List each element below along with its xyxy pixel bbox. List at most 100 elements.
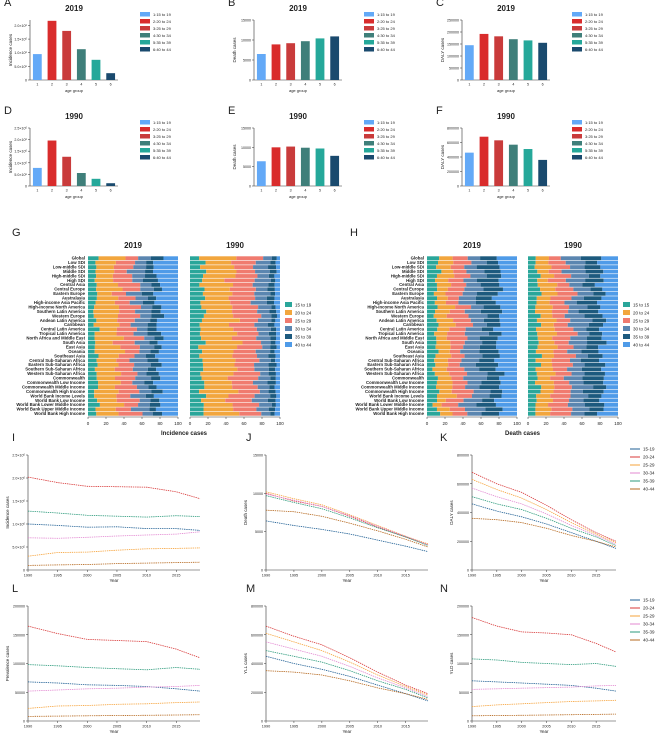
stack-segment-G [204, 380, 232, 385]
panel-label-H: H [350, 227, 358, 239]
y-tick-label-L: 150000 [13, 633, 25, 637]
stack-segment-G [94, 349, 126, 354]
stack-segment-H [567, 367, 582, 372]
stack-segment-G [205, 296, 229, 301]
y-axis-label-C: DALY cases [440, 37, 445, 62]
stack-segment-G [148, 385, 157, 390]
stack-segment-G [94, 278, 114, 283]
stack-segment-G [263, 256, 272, 261]
x-tick-label-B: 2 [275, 83, 277, 87]
x-tick-label-H: 40 [460, 421, 466, 426]
stack-segment-H [536, 296, 551, 301]
stack-segment-G [238, 389, 260, 394]
stack-segment-G [117, 314, 141, 318]
stack-segment-H [483, 287, 503, 292]
series-line-I-40-44 [27, 561, 201, 566]
stack-segment-H [536, 394, 551, 398]
stack-segment-H [600, 274, 618, 278]
stack-segment-H [502, 407, 517, 412]
stack-segment-H [603, 376, 618, 381]
y-axis-label-N: YLD cases [449, 652, 454, 675]
legend-swatch-F [572, 141, 582, 146]
stack-segment-H [480, 282, 500, 287]
x-tick-label-N: 1990 [468, 725, 476, 729]
series-line-J-35-39 [265, 495, 429, 546]
stack-segment-H [604, 402, 618, 407]
stack-segment-G [140, 314, 152, 318]
stack-segment-G [190, 331, 200, 336]
stack-segment-G [153, 291, 178, 296]
bar-D-4 [76, 173, 86, 186]
stack-segment-G [275, 278, 280, 283]
legend-swatch-G [285, 326, 292, 331]
bar-E-4 [300, 147, 310, 186]
stack-segment-G [276, 345, 280, 350]
stack-segment-H [464, 287, 484, 292]
legend-label-N: 40-44 [643, 638, 655, 643]
stack-segment-H [551, 407, 573, 412]
legend-swatch-C [572, 19, 582, 24]
stack-segment-H [590, 287, 603, 292]
stack-segment-H [497, 336, 517, 341]
stack-segment-H [601, 256, 618, 261]
legend-label-C: 4:30 to 34 [585, 33, 604, 38]
stack-segment-G [96, 376, 115, 381]
stack-segment-H [535, 309, 553, 314]
stack-segment-H [587, 354, 603, 358]
panel-label-K: K [440, 432, 448, 444]
y-tick-label-J: 10000 [253, 492, 263, 496]
stack-segment-G [163, 336, 178, 341]
panel-label-C: C [436, 0, 444, 9]
bar-B-5 [315, 38, 325, 80]
stack-segment-H [495, 367, 517, 372]
stack-segment-H [436, 318, 454, 323]
stack-segment-H [575, 354, 588, 358]
stack-segment-G [229, 287, 256, 292]
stack-segment-G [88, 287, 97, 292]
stack-segment-G [94, 305, 119, 310]
legend-label-B: 4:30 to 34 [377, 33, 396, 38]
stack-segment-H [499, 282, 517, 287]
stack-segment-G [88, 318, 97, 323]
stack-segment-H [481, 380, 501, 385]
stack-segment-G [275, 407, 280, 412]
legend-label-H: 35 to 39 [633, 335, 650, 340]
bar-A-6 [106, 73, 116, 80]
stack-segment-G [254, 362, 269, 367]
x-tick-label-G: 20 [205, 421, 211, 426]
stack-segment-G [258, 376, 271, 381]
stack-segment-H [540, 274, 555, 278]
stack-segment-H [451, 376, 464, 381]
region-label-H: Southern Sub-Saharan Africa [364, 367, 424, 372]
bar-A-2 [47, 20, 57, 80]
region-label-H: East Asia [405, 344, 425, 349]
stack-segment-H [535, 367, 553, 372]
x-tick-label-L: 2005 [113, 725, 121, 729]
subplot-title-G: 1990 [226, 241, 244, 250]
y-tick-label-B: 10000 [241, 39, 251, 43]
bar-B-2 [271, 44, 281, 80]
stack-segment-H [496, 256, 517, 261]
stack-segment-G [200, 327, 234, 332]
series-line-J-40-44 [265, 509, 429, 548]
stack-segment-G [276, 394, 280, 398]
x-tick-label-M: 2015 [401, 725, 409, 729]
stack-segment-G [259, 358, 271, 363]
stack-segment-H [463, 278, 477, 283]
stack-segment-H [466, 282, 481, 287]
bar-E-5 [315, 148, 325, 186]
stack-segment-H [598, 349, 618, 354]
x-tick-label-K: 2000 [517, 574, 525, 578]
x-tick-label-B: 5 [319, 83, 321, 87]
stack-segment-G [88, 354, 99, 358]
stack-segment-G [118, 362, 135, 367]
region-label-G: Caribbean [64, 322, 85, 327]
stack-segment-G [276, 327, 280, 332]
stack-segment-H [481, 411, 500, 416]
stack-segment-G [274, 300, 280, 305]
x-tick-label-N: 2000 [517, 725, 525, 729]
series-line-N-35-39 [471, 658, 617, 667]
bar-F-5 [523, 149, 533, 186]
x-tick-label-N: 1995 [493, 725, 501, 729]
stack-segment-G [144, 380, 154, 385]
